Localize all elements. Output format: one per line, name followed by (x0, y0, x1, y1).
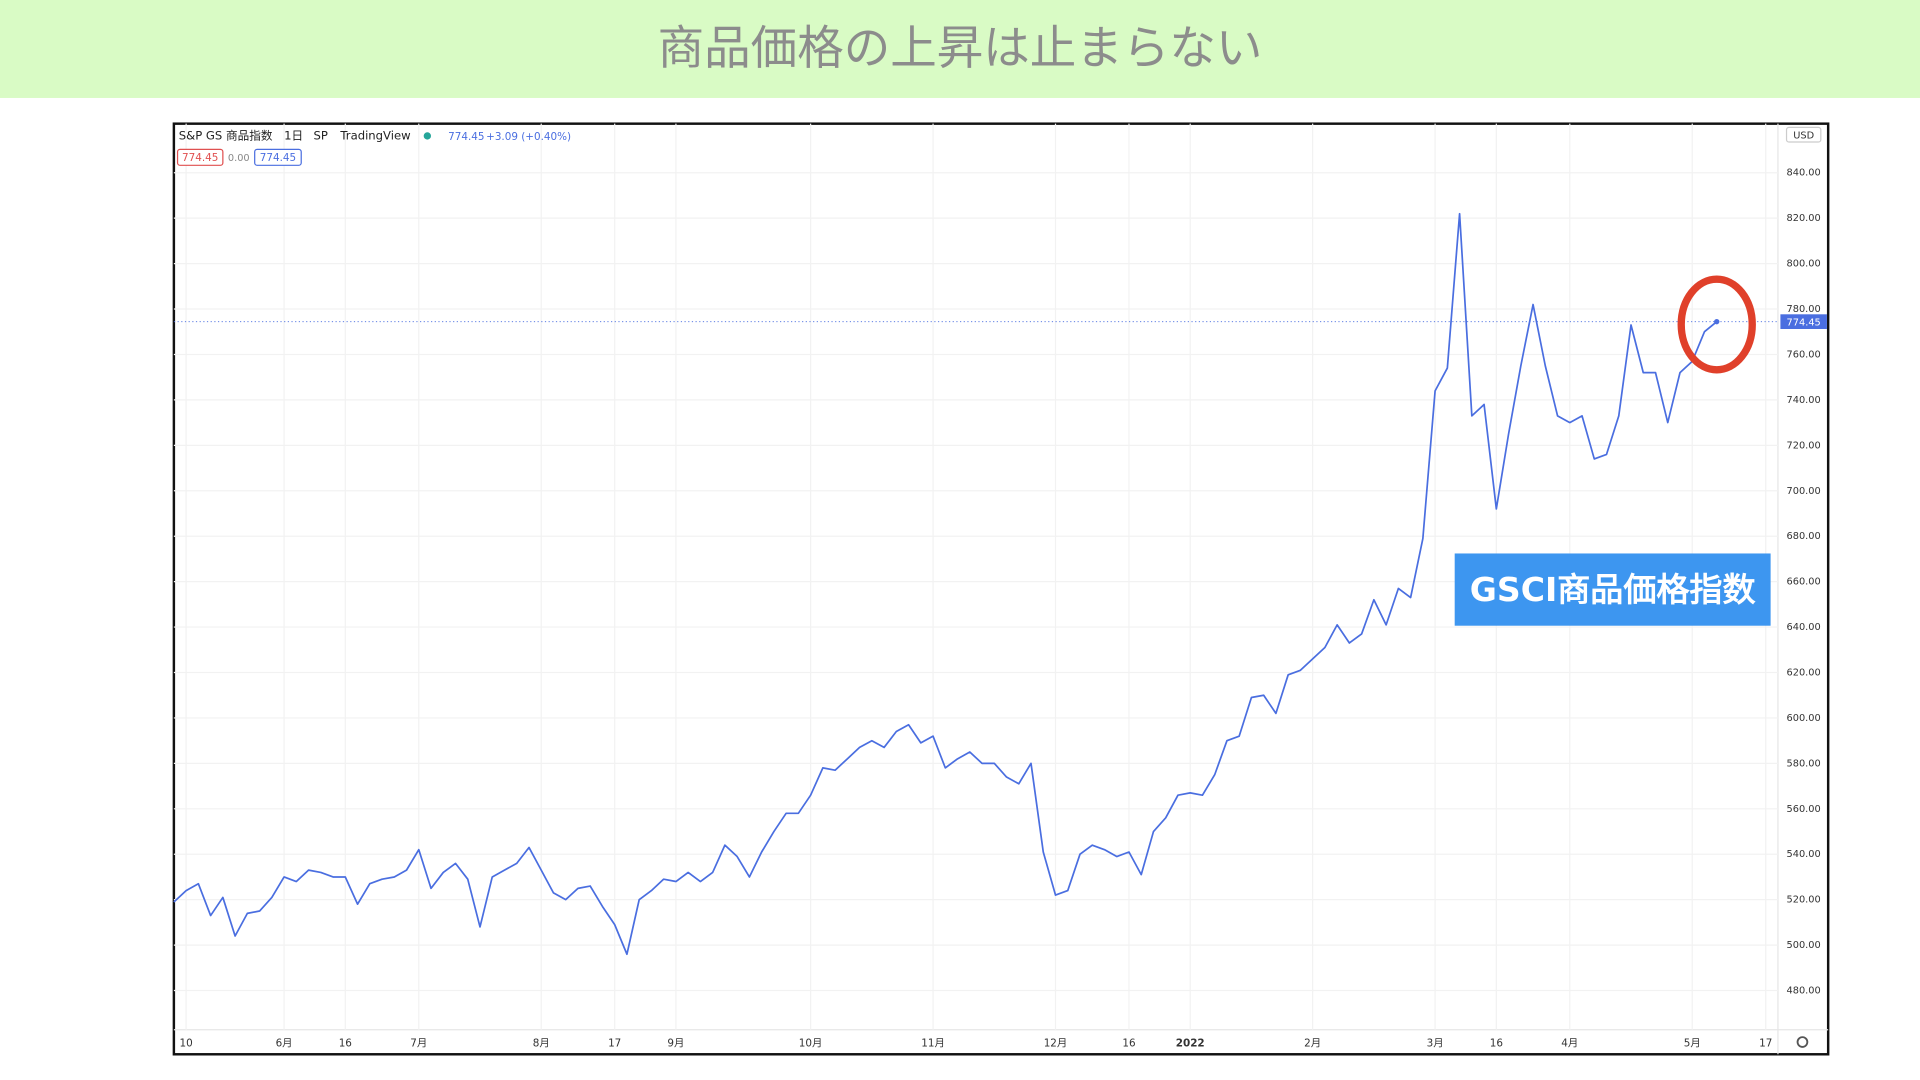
x-tick-label: 10月 (799, 1037, 823, 1049)
status-label: 0.00 (228, 153, 250, 164)
symbol: S&P GS 商品指数 (179, 128, 273, 142)
x-tick-label: 16 (1122, 1037, 1135, 1049)
plot: 774.45 (173, 212, 1827, 956)
change: +3.09 (+0.40%) (486, 131, 571, 143)
y-tick-label: 500.00 (1787, 940, 1821, 951)
y-tick-label: 600.00 (1787, 713, 1821, 724)
y-tick-label: 560.00 (1787, 804, 1821, 815)
x-tick-label: 2月 (1304, 1037, 1321, 1049)
y-tick-label: 820.00 (1787, 213, 1821, 224)
status-dot (423, 132, 432, 140)
y-tick-label: 760.00 (1787, 349, 1821, 360)
status-box (254, 148, 302, 166)
x-tick-label: 17 (608, 1037, 621, 1049)
settings-icon[interactable] (1796, 1036, 1809, 1048)
header-band (0, 0, 1920, 98)
y-tick-label: 640.00 (1787, 622, 1821, 633)
interval: 1日 (284, 128, 303, 142)
x-tick-label: 4月 (1561, 1037, 1578, 1049)
y-tick-label: 840.00 (1787, 168, 1821, 179)
price-tag-label: 774.45 (1787, 317, 1821, 328)
y-tick-label: 700.00 (1787, 486, 1821, 497)
status-label: 774.45 (260, 152, 296, 164)
y-tick-label: 520.00 (1787, 895, 1821, 906)
price-line (173, 212, 1718, 956)
annotation: GSCI商品価格指数 (1470, 570, 1757, 609)
y-tick-label: 800.00 (1787, 259, 1821, 270)
y-tick-label: 660.00 (1787, 577, 1821, 588)
source: TradingView (339, 128, 411, 142)
x-tick-label: 10 (180, 1037, 193, 1049)
y-tick-label: 580.00 (1787, 758, 1821, 769)
y-tick-label: 620.00 (1787, 668, 1821, 679)
x-tick-label: 8月 (533, 1037, 550, 1049)
exchange: SP (313, 128, 327, 142)
x-tick-label: 7月 (410, 1037, 427, 1049)
x-tick-label: 12月 (1044, 1037, 1068, 1049)
last-point (1714, 318, 1720, 325)
symbol-info: S&P GS 商品指数 1日 SP TradingView 774.45 +3.… (176, 128, 571, 166)
x-tick-label: 16 (339, 1037, 352, 1049)
y-tick-label: 720.00 (1787, 440, 1821, 451)
last-value: 774.45 (448, 131, 484, 143)
y-tick-label: 540.00 (1787, 849, 1821, 860)
x-tick-label: 6月 (276, 1037, 293, 1049)
x-tick-label: 11月 (921, 1037, 945, 1049)
y-tick-label: 680.00 (1787, 531, 1821, 542)
x-tick-label: 16 (1490, 1037, 1503, 1049)
x-tick-label: 17 (1759, 1037, 1772, 1049)
y-tick-label: 480.00 (1787, 986, 1821, 997)
currency[interactable]: USD (1793, 130, 1814, 141)
x-tick-label: 5月 (1684, 1037, 1701, 1049)
grid: 480.00 500.00 520.00 540.00 560.00 580.00 600.… (173, 123, 1821, 1049)
status-box (176, 148, 224, 166)
y-tick-label: 780.00 (1787, 304, 1821, 315)
y-tick-label: 740.00 (1787, 395, 1821, 406)
price-tag (1780, 314, 1827, 329)
slide-title: 商品価格の上昇は止まらない (658, 21, 1263, 75)
x-tick-label: 2022 (1176, 1037, 1205, 1049)
annotation-box (1454, 553, 1771, 626)
highlight-circle (1677, 275, 1756, 374)
x-tick-label: 3月 (1427, 1037, 1444, 1049)
x-tick-label: 9月 (667, 1037, 684, 1049)
status-label: 774.45 (182, 152, 218, 164)
currency-button[interactable] (1785, 126, 1822, 143)
